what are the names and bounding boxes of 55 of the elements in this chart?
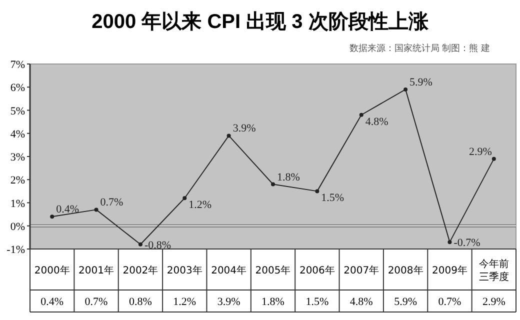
x-tick-label: 2007年 bbox=[344, 264, 380, 276]
x-tick-label: 2001年 bbox=[78, 264, 114, 276]
y-tick-label: 4% bbox=[10, 128, 25, 140]
point bbox=[271, 182, 275, 186]
chart-title: 2000 年以来 CPI 出现 3 次阶段性上涨 bbox=[92, 11, 430, 33]
data-label: 0.4% bbox=[56, 204, 80, 216]
x-tick-label: 2005年 bbox=[255, 264, 291, 276]
x-tick-label: 2004年 bbox=[211, 264, 247, 276]
y-tick-label: 7% bbox=[10, 59, 25, 71]
y-tick-label: 5% bbox=[10, 105, 25, 118]
data-label: 1.8% bbox=[277, 171, 300, 184]
data-label: 1.5% bbox=[321, 192, 344, 204]
text: 2.9% bbox=[482, 296, 506, 308]
point bbox=[492, 156, 496, 161]
x-tick-label: 2008年 bbox=[388, 264, 424, 276]
data-label: 0.7% bbox=[100, 196, 124, 209]
text: 1.8% bbox=[262, 296, 284, 308]
point bbox=[448, 240, 452, 244]
y-tick-label: 6% bbox=[10, 82, 25, 94]
y-tick-label: 2% bbox=[10, 174, 25, 187]
data-label: 1.2% bbox=[188, 199, 212, 212]
y-tick-label: 0% bbox=[10, 220, 25, 233]
text: 0.8% bbox=[128, 296, 152, 308]
data-label: 4.8% bbox=[365, 116, 388, 128]
data-label: -0.7% bbox=[454, 237, 480, 250]
x-tick-label: 今年前三季度 bbox=[478, 258, 509, 283]
text: 0.4% bbox=[40, 296, 64, 308]
y-tick-label: 3% bbox=[10, 152, 25, 164]
text: 0.7% bbox=[84, 296, 108, 308]
point bbox=[94, 208, 98, 212]
point bbox=[226, 134, 231, 138]
x-tick-label: 2009年 bbox=[432, 264, 468, 276]
point bbox=[138, 242, 142, 246]
text: 3.9% bbox=[217, 296, 240, 308]
point bbox=[315, 189, 320, 194]
data-label: 5.9% bbox=[410, 76, 432, 88]
y-tick-label: -1% bbox=[6, 244, 25, 256]
x-tick-label: 2000年 bbox=[34, 264, 70, 276]
text: 0.7% bbox=[438, 296, 462, 308]
text: 1.2% bbox=[173, 296, 196, 308]
point bbox=[182, 196, 187, 200]
x-tick-label: 2002年 bbox=[122, 264, 158, 276]
point bbox=[359, 112, 364, 117]
data-label: -0.8% bbox=[144, 239, 172, 252]
x-tick-label: 2003年 bbox=[166, 264, 202, 276]
text: 4.8% bbox=[350, 296, 373, 308]
text: 1.5% bbox=[306, 296, 329, 308]
chart-subtitle: 数据来源：国家统计局 制图：熊 建 bbox=[349, 43, 490, 54]
data-label: 2.9% bbox=[468, 146, 492, 158]
y-tick-label: 1% bbox=[10, 198, 25, 210]
data-label: 3.9% bbox=[232, 122, 256, 135]
x-tick-label: 2006年 bbox=[299, 264, 335, 276]
point bbox=[404, 87, 408, 92]
text: 5.9% bbox=[394, 296, 418, 308]
point bbox=[50, 214, 54, 219]
